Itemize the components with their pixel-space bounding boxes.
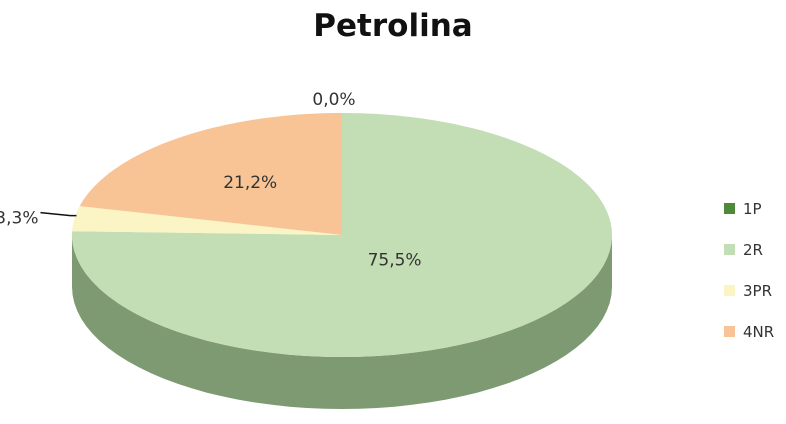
data-label-3PR: 3,3% <box>0 209 39 229</box>
legend-swatch <box>724 326 735 337</box>
chart-legend: 1P 2R 3PR 4NR <box>724 198 774 362</box>
leader-line-3PR <box>40 211 77 217</box>
legend-swatch <box>724 244 735 255</box>
pie-side-2R <box>72 235 612 409</box>
legend-label: 2R <box>743 240 763 259</box>
legend-item-1P: 1P <box>724 198 774 219</box>
data-label-2R: 75,5% <box>368 251 422 271</box>
legend-label: 1P <box>743 199 762 218</box>
legend-item-2R: 2R <box>724 239 774 260</box>
data-label-4NR: 21,2% <box>223 173 277 193</box>
legend-label: 4NR <box>743 322 775 341</box>
legend-label: 3PR <box>743 281 773 300</box>
legend-swatch <box>724 203 735 214</box>
legend-item-4NR: 4NR <box>724 321 774 342</box>
legend-swatch <box>724 285 735 296</box>
pie-slice-3PR <box>72 206 342 235</box>
legend-item-3PR: 3PR <box>724 280 774 301</box>
chart-title: Petrolina <box>313 8 473 44</box>
pie-slice-4NR <box>79 113 342 235</box>
data-label-1P: 0,0% <box>312 90 355 110</box>
